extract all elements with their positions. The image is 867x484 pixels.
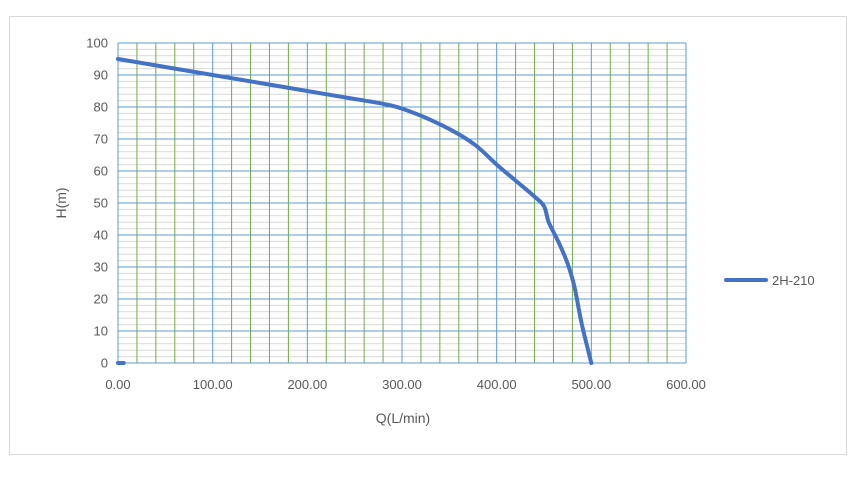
y-tick-label: 100 bbox=[86, 36, 108, 51]
y-tick-label: 30 bbox=[94, 260, 108, 275]
y-tick-label: 90 bbox=[94, 68, 108, 83]
y-axis-title: H(m) bbox=[53, 187, 69, 218]
legend: 2H-210 bbox=[724, 273, 815, 288]
y-tick-label: 20 bbox=[94, 292, 108, 307]
series-lines bbox=[116, 57, 594, 366]
y-tick-label: 70 bbox=[94, 132, 108, 147]
x-tick-label: 300.00 bbox=[382, 377, 422, 392]
legend-label-2h-210: 2H-210 bbox=[772, 273, 815, 288]
y-tick-label: 50 bbox=[94, 196, 108, 211]
y-tick-label: 80 bbox=[94, 100, 108, 115]
x-tick-label: 100.00 bbox=[193, 377, 233, 392]
y-tick-labels: 0 10 20 30 40 50 60 70 80 90 100 bbox=[86, 36, 108, 371]
x-axis-title: Q(L/min) bbox=[376, 410, 430, 426]
grid bbox=[117, 42, 687, 364]
x-tick-label: 400.00 bbox=[477, 377, 517, 392]
x-tick-label: 600.00 bbox=[666, 377, 706, 392]
x-tick-label: 500.00 bbox=[571, 377, 611, 392]
x-tick-label: 200.00 bbox=[287, 377, 327, 392]
y-tick-label: 40 bbox=[94, 228, 108, 243]
y-tick-label: 60 bbox=[94, 164, 108, 179]
x-tick-label: 0.00 bbox=[105, 377, 130, 392]
y-tick-label: 10 bbox=[94, 324, 108, 339]
x-tick-labels: 0.00 100.00 200.00 300.00 400.00 500.00 600.00 bbox=[105, 377, 706, 392]
series-line-2h-210 bbox=[116, 57, 594, 365]
y-tick-label: 0 bbox=[101, 356, 108, 371]
